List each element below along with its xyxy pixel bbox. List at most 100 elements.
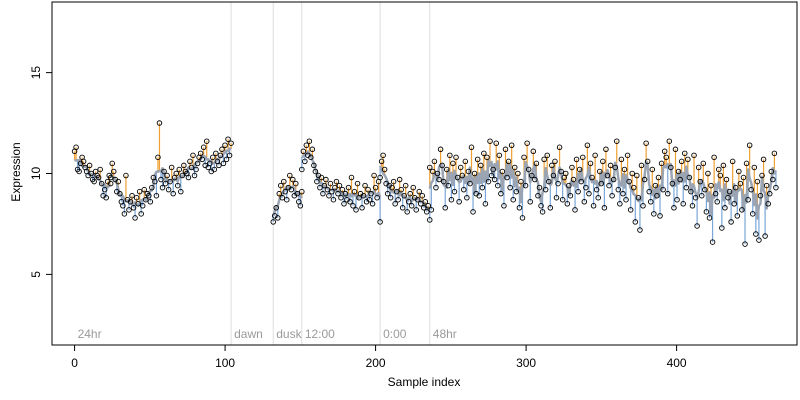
data-point-261 xyxy=(502,146,509,153)
data-point-120 xyxy=(293,180,299,187)
x-axis: 0 100 200 300 400 xyxy=(71,345,687,370)
data-point-257 xyxy=(496,152,503,159)
data-point-384 xyxy=(692,194,699,201)
data-point-154 xyxy=(342,190,349,197)
data-point-340 xyxy=(624,152,631,159)
y-axis-label: Expression xyxy=(9,142,23,201)
data-point-306 xyxy=(572,207,578,213)
data-point-286 xyxy=(541,156,547,163)
data-point-258 xyxy=(498,190,504,197)
data-point-108 xyxy=(275,215,281,221)
data-point-369 xyxy=(669,180,676,187)
data-point-114 xyxy=(284,196,290,203)
data-point-254 xyxy=(491,176,498,183)
data-point-191 xyxy=(396,176,403,183)
data-point-359 xyxy=(654,192,660,199)
data-point-295 xyxy=(555,180,561,187)
data-point-329 xyxy=(607,162,614,169)
data-point-288 xyxy=(544,152,550,159)
data-point-304 xyxy=(569,164,575,171)
data-point-26 xyxy=(109,160,115,167)
data-point-226 xyxy=(448,196,455,203)
data-point-326 xyxy=(603,146,609,153)
data-point-399 xyxy=(716,166,722,173)
data-point-177 xyxy=(377,219,383,225)
phase-label-0: 24hr xyxy=(78,327,102,341)
data-point-323 xyxy=(598,180,605,187)
data-point-215 xyxy=(431,158,438,165)
data-point-416 xyxy=(742,241,748,247)
data-point-118 xyxy=(290,176,296,183)
data-point-290 xyxy=(547,205,554,211)
data-point-265 xyxy=(508,142,515,149)
data-point-287 xyxy=(542,186,549,193)
data-point-202 xyxy=(413,207,419,213)
data-point-47 xyxy=(141,186,147,193)
data-point-240 xyxy=(470,209,476,215)
data-point-276 xyxy=(525,166,532,173)
data-point-33 xyxy=(120,203,126,209)
data-point-125 xyxy=(299,166,305,173)
data-point-63 xyxy=(165,186,172,193)
data-point-368 xyxy=(668,164,674,171)
data-point-252 xyxy=(488,172,495,179)
data-point-335 xyxy=(617,201,623,207)
data-point-57 xyxy=(156,120,163,126)
data-point-88 xyxy=(203,138,210,144)
fit-curve-2 xyxy=(272,185,303,217)
data-point-390 xyxy=(702,186,708,193)
data-point-392 xyxy=(705,170,711,177)
data-point-275 xyxy=(524,140,530,146)
data-point-206 xyxy=(419,192,425,199)
data-point-349 xyxy=(638,162,645,169)
data-point-297 xyxy=(558,168,564,175)
data-point-236 xyxy=(464,194,470,201)
data-point-426 xyxy=(757,192,764,199)
data-point-355 xyxy=(648,198,654,205)
data-point-99 xyxy=(220,160,227,167)
data-point-148 xyxy=(333,178,340,185)
data-point-331 xyxy=(610,176,617,183)
data-point-325 xyxy=(601,205,608,211)
data-point-79 xyxy=(190,152,196,159)
data-point-153 xyxy=(341,201,347,207)
data-point-347 xyxy=(635,194,642,201)
data-point-173 xyxy=(371,172,377,179)
data-point-264 xyxy=(507,184,513,191)
data-point-431 xyxy=(765,201,771,207)
data-point-367 xyxy=(666,138,673,144)
data-point-205 xyxy=(417,201,424,207)
data-point-156 xyxy=(345,184,352,191)
data-point-61 xyxy=(162,180,169,187)
data-point-310 xyxy=(578,178,584,185)
x-tick-label-0: 0 xyxy=(71,356,78,370)
data-point-140 xyxy=(321,182,328,189)
data-point-193 xyxy=(399,205,406,211)
data-point-196 xyxy=(404,209,410,215)
data-point-144 xyxy=(327,180,334,187)
data-point-208 xyxy=(422,198,429,205)
data-point-294 xyxy=(553,194,560,201)
data-point-401 xyxy=(719,225,725,231)
data-point-407 xyxy=(728,219,734,225)
data-point-165 xyxy=(359,205,365,211)
data-point-385 xyxy=(694,223,700,229)
data-point-245 xyxy=(478,162,484,169)
data-point-357 xyxy=(651,211,657,217)
data-point-18 xyxy=(98,180,105,187)
data-point-84 xyxy=(197,150,204,157)
data-point-187 xyxy=(390,178,397,185)
data-point-386 xyxy=(695,164,702,171)
phase-label-1: dawn xyxy=(234,327,263,341)
data-point-45 xyxy=(138,211,144,217)
data-point-34 xyxy=(121,211,128,217)
data-point-302 xyxy=(566,182,572,189)
data-point-96 xyxy=(216,162,222,169)
data-point-271 xyxy=(518,178,524,185)
data-point-134 xyxy=(312,168,319,175)
data-point-180 xyxy=(380,152,386,159)
data-point-86 xyxy=(200,144,207,151)
data-point-175 xyxy=(374,194,380,201)
data-point-17 xyxy=(97,166,103,173)
data-point-145 xyxy=(329,188,335,195)
